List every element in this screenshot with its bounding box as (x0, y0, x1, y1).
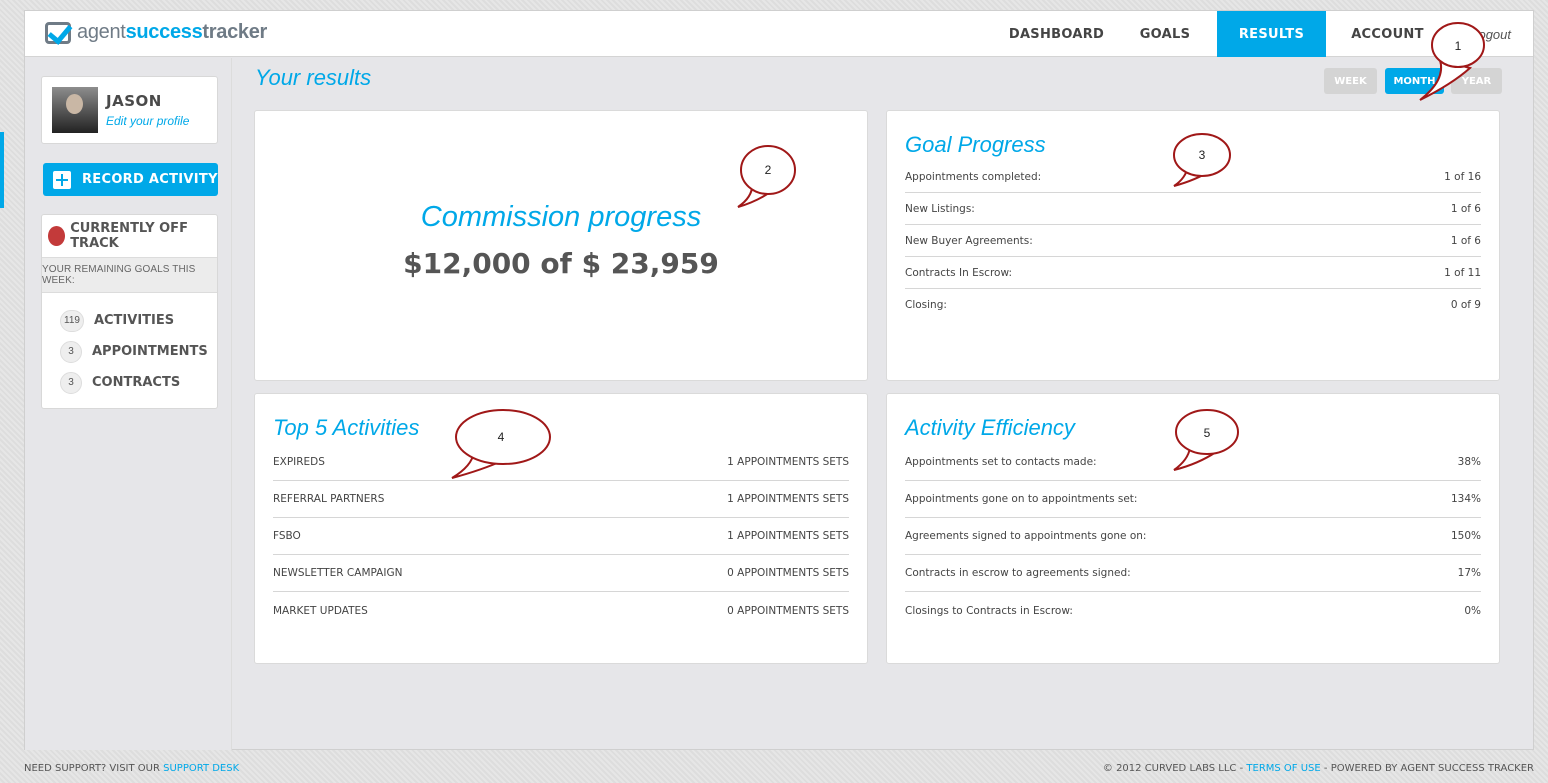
goal-progress-card: Goal Progress Appointments completed: 1 o… (886, 110, 1500, 381)
list-item: Closings to Contracts in Escrow: 0% (905, 604, 1481, 617)
top-activities-list: EXPIREDS 1 APPOINTMENTS SETS REFERRAL PAR… (273, 444, 849, 629)
list-item: Agreements signed to appointments gone o… (905, 518, 1481, 555)
list-item: EXPIREDS 1 APPOINTMENTS SETS (273, 444, 849, 481)
remaining-goals-list: 119 ACTIVITIES 3 APPOINTMENTS 3 CONTRACT… (42, 293, 217, 398)
edit-profile-link[interactable]: Edit your profile (106, 114, 190, 128)
status-indicator-icon (48, 226, 66, 246)
support-prefix: NEED SUPPORT? VISIT OUR (24, 763, 160, 774)
period-month-button[interactable]: MONTH (1385, 68, 1444, 94)
brand-name: agentsuccesstracker (77, 21, 268, 43)
list-item: Contracts in escrow to agreements signed… (905, 555, 1481, 592)
goal-progress-title: Goal Progress (905, 132, 1046, 157)
nav-goals[interactable]: GOALS (1139, 26, 1191, 42)
main-nav: DASHBOARD GOALS RESULTS ACCOUNT (1000, 11, 1533, 57)
terms-of-use-link[interactable]: TERMS OF USE (1246, 763, 1321, 774)
goal-count-badge: 3 (60, 371, 82, 394)
track-status-label: CURRENTLY OFF TRACK (70, 221, 188, 251)
powered-by-text: - POWERED BY AGENT SUCCESS TRACKER (1323, 763, 1534, 774)
support-desk-link[interactable]: SUPPORT DESK (163, 763, 240, 774)
plus-icon (53, 170, 71, 189)
goal-label: ACTIVITIES (93, 313, 175, 328)
logout-link[interactable]: Logout (1471, 27, 1511, 42)
nav-account[interactable]: ACCOUNT (1351, 26, 1424, 42)
goal-label: APPOINTMENTS (92, 344, 208, 359)
list-item: New Listings: 1 of 6 (905, 193, 1481, 225)
goal-label: CONTRACTS (92, 375, 181, 390)
list-item: NEWSLETTER CAMPAIGN 0 APPOINTMENTS SETS (273, 555, 849, 592)
nav-dashboard[interactable]: DASHBOARD (1008, 26, 1105, 42)
top-activities-card: Top 5 Activities EXPIREDS 1 APPOINTMENTS … (254, 393, 868, 664)
avatar[interactable] (52, 87, 98, 133)
commission-card: Commission progress $12,000 of $ 23,959 (254, 110, 868, 381)
commission-amount: $12,000 of $ 23,959 (403, 247, 719, 280)
period-week-button[interactable]: WEEK (1324, 68, 1377, 94)
activity-efficiency-card: Activity Efficiency Appointments set to … (886, 393, 1500, 664)
brand-logo[interactable]: agentsuccesstracker (45, 21, 267, 44)
list-item: Closing: 0 of 9 (905, 299, 1481, 311)
track-status-header: CURRENTLY OFF TRACK (42, 215, 217, 257)
copyright-text: © 2012 CURVED LABS LLC - (1102, 763, 1244, 774)
period-year-button[interactable]: YEAR (1451, 68, 1502, 94)
profile-name: JASON (106, 92, 162, 110)
activity-efficiency-title: Activity Efficiency (905, 415, 1075, 440)
remaining-goal-activities: 119 ACTIVITIES (60, 305, 217, 336)
list-item: Contracts In Escrow: 1 of 11 (905, 257, 1481, 289)
profile-card: JASON Edit your profile (41, 76, 218, 144)
list-item: REFERRAL PARTNERS 1 APPOINTMENTS SETS (273, 481, 849, 518)
list-item: FSBO 1 APPOINTMENTS SETS (273, 518, 849, 555)
track-status-card: CURRENTLY OFF TRACK YOUR REMAINING GOALS… (41, 214, 218, 409)
page-title: Your results (255, 65, 372, 90)
nav-results[interactable]: RESULTS (1217, 11, 1326, 57)
app-window: agentsuccesstracker DASHBOARD GOALS RESU… (24, 10, 1534, 750)
top-bar: agentsuccesstracker DASHBOARD GOALS RESU… (25, 11, 1533, 57)
list-item: MARKET UPDATES 0 APPOINTMENTS SETS (273, 604, 849, 617)
list-item: Appointments completed: 1 of 16 (905, 161, 1481, 193)
goal-count-badge: 119 (60, 309, 84, 332)
goal-progress-list: Appointments completed: 1 of 16 New Listi… (905, 161, 1481, 321)
activity-efficiency-list: Appointments set to contacts made: 38% Ap… (905, 444, 1481, 629)
goal-count-badge: 3 (60, 340, 82, 363)
footer-copyright: © 2012 CURVED LABS LLC - TERMS OF USE - … (1103, 763, 1534, 774)
commission-title: Commission progress (420, 201, 702, 233)
record-activity-label: RECORD ACTIVITY (82, 172, 218, 187)
checkmark-logo-icon (45, 21, 71, 44)
footer-support: NEED SUPPORT? VISIT OUR SUPPORT DESK (24, 763, 239, 774)
list-item: New Buyer Agreements: 1 of 6 (905, 225, 1481, 257)
sidebar: JASON Edit your profile RECORD ACTIVITY … (25, 58, 232, 750)
list-item: Appointments set to contacts made: 38% (905, 444, 1481, 481)
record-activity-button[interactable]: RECORD ACTIVITY (43, 163, 218, 196)
list-item: Appointments gone on to appointments set… (905, 481, 1481, 518)
remaining-goal-contracts: 3 CONTRACTS (60, 367, 217, 398)
remaining-goals-heading: YOUR REMAINING GOALS THIS WEEK: (42, 257, 217, 293)
remaining-goal-appointments: 3 APPOINTMENTS (60, 336, 217, 367)
left-edge-accent (0, 132, 4, 208)
top-activities-title: Top 5 Activities (273, 415, 420, 440)
